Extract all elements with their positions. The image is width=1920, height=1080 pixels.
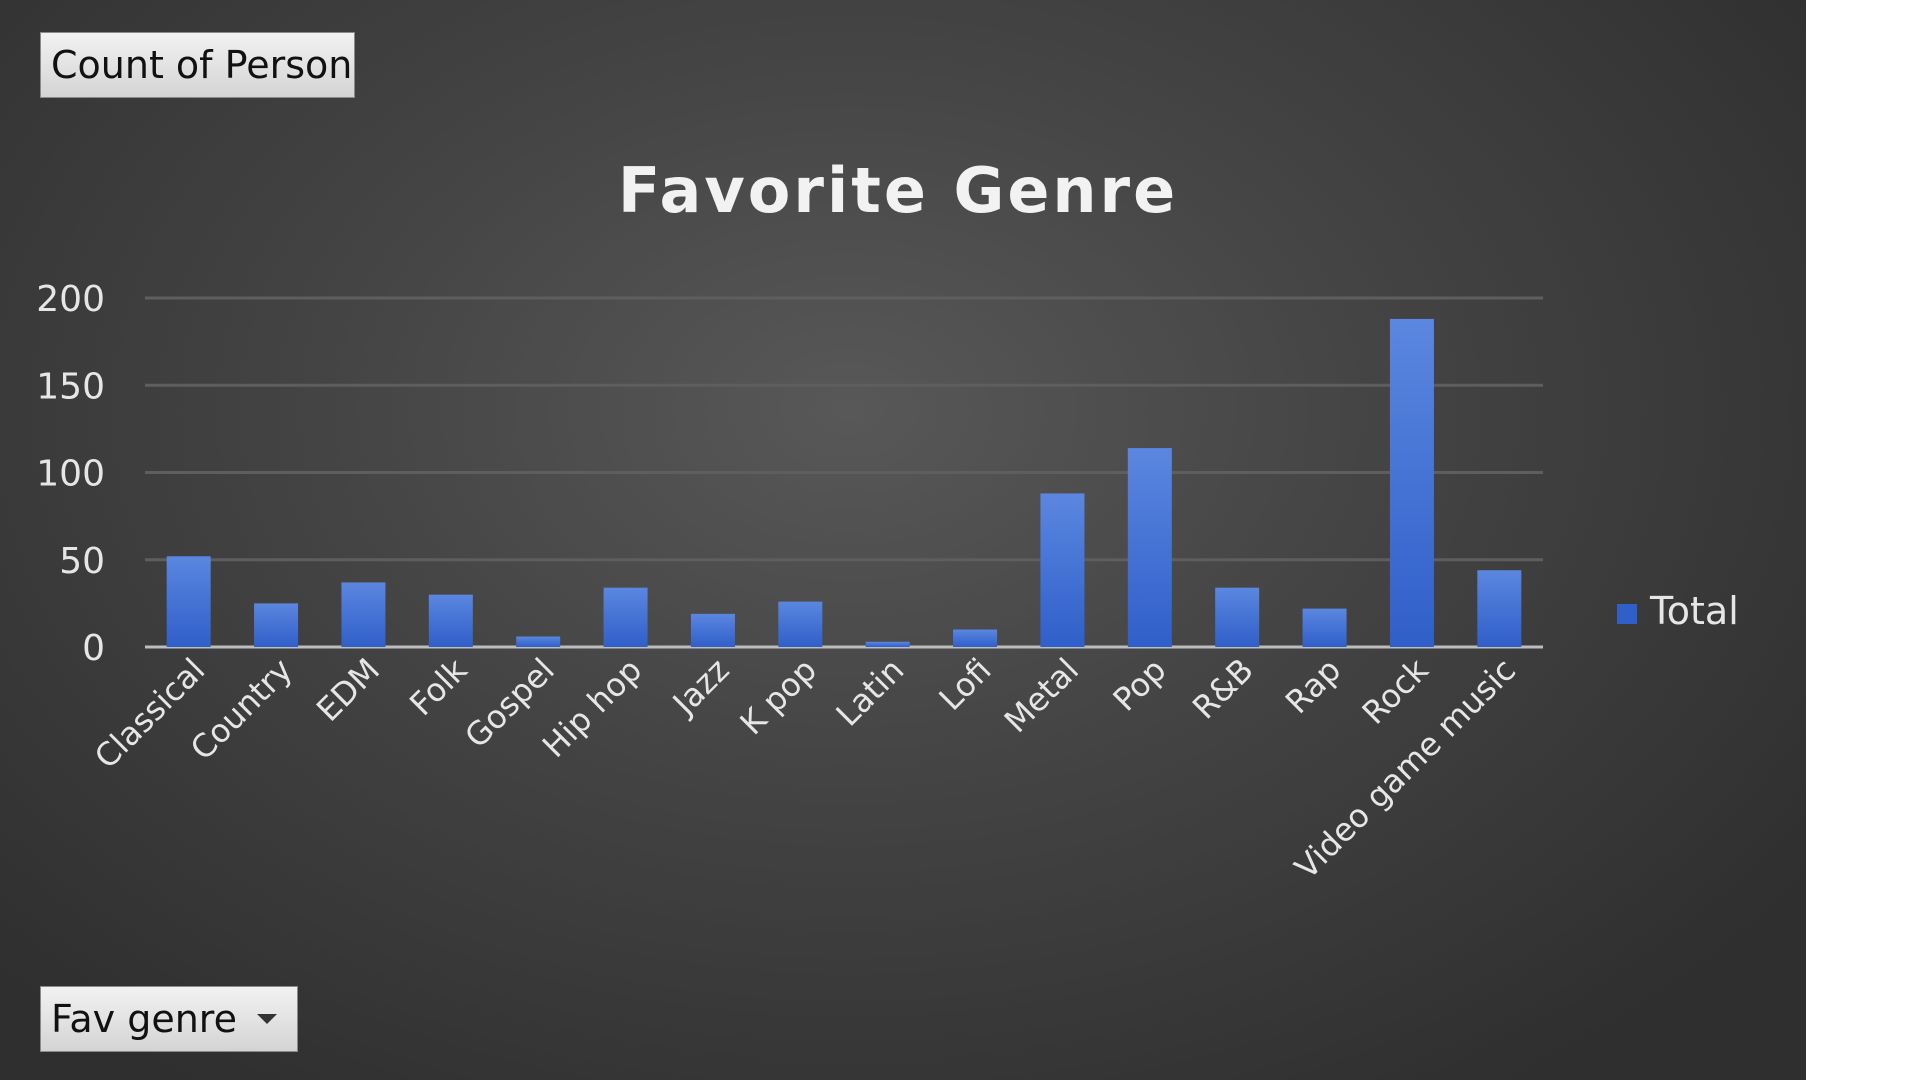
pivot-chart-area: Count of Person Favorite Genre 0 50 100 150… (0, 0, 1806, 1080)
gridlines (145, 296, 1543, 649)
bar-country (254, 603, 299, 647)
x-tick-label: Jazz (664, 651, 737, 724)
bar-chart: Favorite Genre 0 50 100 150 200 ClassicalCou… (36, 154, 1739, 887)
bar-edm (341, 582, 386, 647)
x-tick-label: Rap (1278, 651, 1348, 721)
x-tick-label: Metal (997, 651, 1086, 740)
bars (166, 318, 1522, 647)
bar-classical (166, 556, 211, 647)
bar-pop (1127, 448, 1172, 647)
y-tick-label: 100 (36, 454, 105, 495)
chart-title: Favorite Genre (618, 154, 1178, 227)
bar-video-game-music (1477, 570, 1522, 647)
y-tick-label: 200 (36, 279, 105, 320)
y-tick-label: 0 (82, 628, 105, 669)
value-field-label: Count of Person (51, 43, 353, 87)
bar-folk (428, 594, 473, 647)
axis-field-button[interactable]: Fav genre (40, 986, 298, 1052)
x-tick-label: Lofi (932, 651, 999, 718)
bar-gospel (516, 636, 561, 647)
legend: Total (1617, 589, 1739, 633)
x-tick-label: K pop (732, 651, 823, 742)
bar-lofi (953, 629, 998, 647)
chevron-down-icon[interactable] (257, 1014, 277, 1024)
bar-latin (865, 641, 910, 647)
x-tick-label: Pop (1106, 651, 1174, 719)
axis-field-label: Fav genre (51, 997, 237, 1041)
bar-hip-hop (603, 587, 648, 647)
y-tick-label: 150 (36, 366, 105, 407)
legend-label-total: Total (1649, 589, 1739, 633)
bar-jazz (690, 613, 735, 647)
x-tick-label: Latin (829, 651, 912, 734)
x-tick-label: EDM (309, 651, 387, 729)
x-tick-label: Folk (402, 650, 475, 723)
y-tick-label: 50 (59, 541, 105, 582)
bar-metal (1040, 493, 1085, 647)
y-axis-ticks: 0 50 100 150 200 (36, 279, 105, 669)
bar-rock (1389, 318, 1434, 647)
bar-r-b (1215, 587, 1260, 647)
x-tick-label: Classical (87, 651, 212, 776)
bar-rap (1302, 608, 1347, 647)
x-tick-label: R&B (1185, 651, 1261, 727)
legend-swatch-total (1617, 604, 1637, 624)
value-field-button[interactable]: Count of Person (40, 32, 355, 98)
x-tick-label: Rock (1355, 650, 1436, 731)
bar-k-pop (778, 601, 823, 647)
